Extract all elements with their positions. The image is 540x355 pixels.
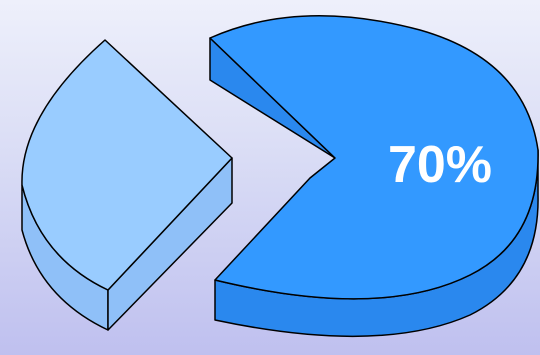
pie-slice-major-top	[209, 15, 539, 300]
pie-slice-major-label: 70%	[388, 136, 492, 194]
pie-slice-minor-top	[21, 39, 233, 291]
pie-slice-major: 70%	[209, 15, 539, 338]
pie-slice-minor	[21, 39, 233, 331]
